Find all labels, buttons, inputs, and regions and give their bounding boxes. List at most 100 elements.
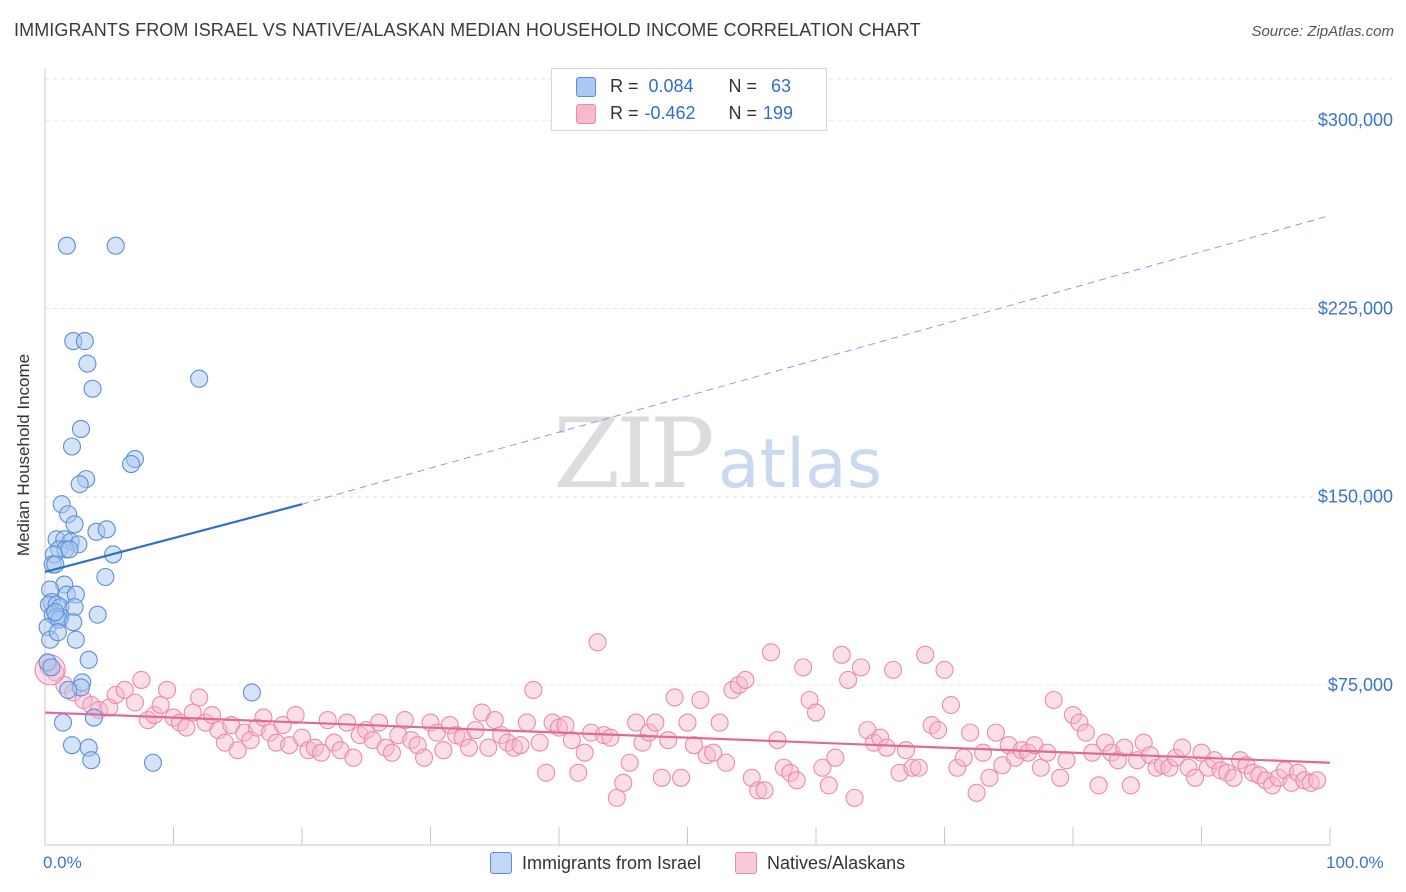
- natives-point: [909, 758, 928, 777]
- israel-point: [96, 567, 115, 587]
- natives-point: [556, 716, 575, 735]
- natives-point: [254, 708, 273, 727]
- natives-point: [929, 721, 948, 740]
- natives-point: [1263, 776, 1282, 795]
- legend-item-natives[interactable]: Natives/Alaskans: [735, 852, 905, 874]
- series-legend: Immigrants from Israel Natives/Alaskans: [490, 852, 939, 874]
- natives-point: [678, 713, 697, 732]
- natives-point: [125, 693, 144, 712]
- axes: [44, 68, 1331, 846]
- natives-point: [1096, 733, 1115, 752]
- natives-point: [941, 695, 960, 715]
- natives-point: [158, 680, 177, 700]
- natives-point: [806, 703, 826, 722]
- israel-point: [46, 603, 65, 622]
- y-axis-label-wrap: Median Household Income: [0, 330, 48, 580]
- blue-swatch: [490, 852, 512, 874]
- natives-point: [1051, 768, 1070, 787]
- legend-item-israel[interactable]: Immigrants from Israel: [490, 852, 701, 874]
- natives-point: [434, 741, 453, 760]
- r-value: 0.084: [648, 76, 694, 96]
- natives-point: [646, 713, 665, 732]
- natives-point: [1237, 756, 1256, 775]
- y-tick-label: $75,000: [1328, 675, 1393, 695]
- natives-point: [415, 748, 434, 767]
- natives-point: [973, 743, 993, 762]
- natives-point: [967, 783, 986, 802]
- natives-point: [948, 758, 967, 777]
- natives-point: [588, 633, 607, 652]
- n-value: 199: [763, 103, 794, 123]
- natives-point: [1076, 723, 1095, 742]
- trend-lines: [44, 215, 1331, 764]
- israel-point: [84, 708, 103, 727]
- natives-point: [794, 658, 813, 677]
- natives-point: [1057, 751, 1076, 770]
- r-value: -0.462: [644, 103, 696, 123]
- israel-point: [64, 613, 83, 632]
- natives-point: [183, 703, 202, 722]
- r-label: R =: [610, 76, 639, 96]
- israel-point: [57, 236, 76, 255]
- natives-point: [228, 741, 247, 760]
- natives-point: [1179, 758, 1198, 777]
- natives-point: [851, 658, 871, 677]
- natives-point: [961, 723, 980, 742]
- natives-point: [511, 736, 530, 755]
- natives-point: [620, 753, 639, 772]
- r-label: R =: [610, 103, 639, 123]
- natives-point: [1205, 751, 1224, 770]
- natives-point: [1031, 758, 1050, 777]
- natives-point: [1089, 776, 1108, 795]
- natives-point: [1308, 771, 1327, 790]
- natives-point: [749, 781, 768, 800]
- israel-point: [66, 630, 85, 649]
- natives-point: [761, 643, 781, 662]
- natives-point: [832, 645, 851, 664]
- israel-point: [71, 419, 91, 438]
- natives-point: [537, 763, 556, 782]
- natives-point: [607, 788, 626, 807]
- natives-point: [344, 748, 363, 767]
- natives-point: [684, 736, 703, 755]
- watermark-atlas: atlas: [718, 425, 882, 504]
- natives-point: [1018, 743, 1038, 762]
- natives-point: [845, 788, 864, 807]
- natives-point: [627, 713, 646, 732]
- israel-point: [60, 540, 79, 559]
- stats-row-natives: R = -0.462 N = 199: [576, 103, 793, 124]
- natives-point: [787, 771, 806, 790]
- y-tick-labels: $75,000 $150,000 $225,000 $300,000: [1318, 110, 1393, 695]
- natives-point: [286, 706, 305, 725]
- natives-point: [459, 738, 479, 757]
- israel-point: [62, 736, 82, 755]
- israel-point: [242, 683, 261, 702]
- israel-point: [97, 520, 116, 539]
- natives-point: [916, 645, 935, 664]
- natives-point: [903, 758, 922, 777]
- natives-trend-line: [44, 711, 1331, 764]
- natives-point: [530, 733, 549, 752]
- natives-point: [524, 680, 543, 700]
- x-tick-max: 100.0%: [1326, 853, 1384, 872]
- israel-point: [79, 650, 98, 669]
- natives-point: [704, 743, 723, 762]
- y-tick-label: $225,000: [1318, 298, 1393, 318]
- natives-point: [517, 713, 536, 732]
- israel-point: [88, 605, 107, 624]
- natives-point: [395, 711, 414, 730]
- x-tick-min: 0.0%: [43, 853, 82, 872]
- grid-lines: [45, 78, 1392, 686]
- israel-point: [143, 753, 162, 772]
- israel-point: [106, 236, 125, 255]
- watermark: ZIP atlas: [553, 398, 882, 510]
- israel-point: [83, 379, 102, 398]
- n-value: 63: [771, 76, 792, 96]
- y-tick-label: $300,000: [1318, 110, 1393, 130]
- natives-point: [382, 743, 402, 762]
- natives-point: [1063, 706, 1083, 725]
- natives-point: [1121, 776, 1140, 795]
- natives-point: [145, 706, 164, 725]
- natives-point: [781, 763, 800, 782]
- natives-point: [935, 660, 954, 679]
